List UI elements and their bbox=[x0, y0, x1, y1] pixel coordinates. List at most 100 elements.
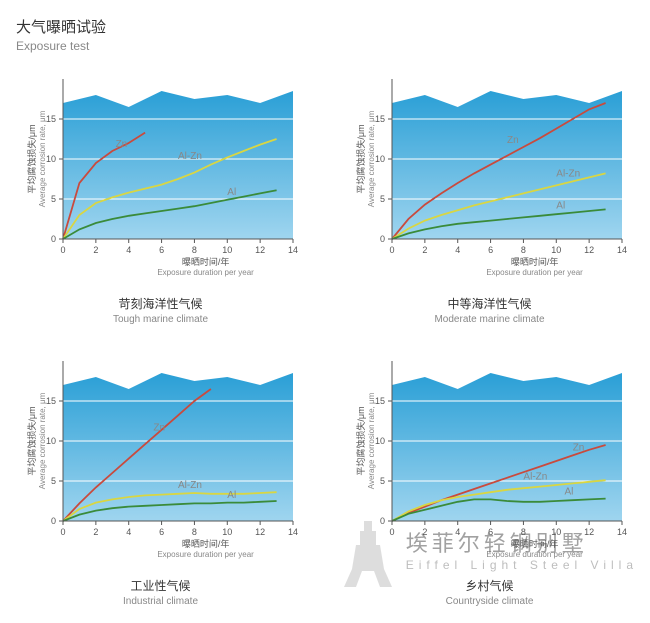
x-tick-label: 10 bbox=[551, 527, 561, 537]
y-tick-label: 0 bbox=[379, 234, 384, 244]
y-tick-label: 15 bbox=[45, 114, 55, 124]
x-tick-label: 14 bbox=[616, 245, 626, 255]
series-label-Al: Al bbox=[227, 187, 236, 198]
y-tick-label: 0 bbox=[50, 234, 55, 244]
x-tick-label: 4 bbox=[126, 245, 131, 255]
charts-grid: ZnAl-ZnAl02468101214051015曝晒时间/年Exposure… bbox=[16, 71, 634, 607]
x-tick-label: 12 bbox=[584, 245, 594, 255]
series-label-Al: Al bbox=[564, 487, 573, 498]
x-tick-label: 8 bbox=[520, 527, 525, 537]
x-tick-label: 14 bbox=[616, 527, 626, 537]
x-tick-label: 4 bbox=[455, 245, 460, 255]
x-tick-label: 12 bbox=[584, 527, 594, 537]
y-axis-title-en: Average corrosion rate, μm bbox=[38, 392, 47, 489]
y-tick-label: 10 bbox=[374, 154, 384, 164]
x-tick-label: 0 bbox=[389, 527, 394, 537]
chart-bg-region bbox=[392, 91, 622, 239]
x-tick-label: 14 bbox=[287, 527, 297, 537]
series-label-Al-Zn: Al-Zn bbox=[556, 169, 580, 180]
series-label-Zn: Zn bbox=[572, 443, 584, 454]
series-label-Al-Zn: Al-Zn bbox=[523, 471, 547, 482]
x-axis-title-cn: 曝晒时间/年 bbox=[181, 256, 229, 267]
x-tick-label: 10 bbox=[222, 245, 232, 255]
x-tick-label: 2 bbox=[93, 527, 98, 537]
y-axis-title-en: Average corrosion rate, μm bbox=[367, 110, 376, 207]
x-axis-title-en: Exposure duration per year bbox=[486, 268, 583, 277]
x-tick-label: 12 bbox=[255, 245, 265, 255]
x-tick-label: 8 bbox=[520, 245, 525, 255]
caption-cn: 乡村气候 bbox=[465, 577, 513, 594]
series-label-Zn: Zn bbox=[115, 139, 127, 150]
x-tick-label: 0 bbox=[60, 527, 65, 537]
y-axis-title-cn: 平均腐蚀损失/μm bbox=[26, 124, 37, 193]
x-tick-label: 0 bbox=[389, 245, 394, 255]
x-tick-label: 8 bbox=[191, 245, 196, 255]
page-title-en: Exposure test bbox=[16, 39, 634, 53]
x-tick-label: 12 bbox=[255, 527, 265, 537]
y-axis-title-cn: 平均腐蚀损失/μm bbox=[26, 406, 37, 475]
chart-tough: Zn Al-Zn Al 0 2 4 6 8 10 12 14 0 5 10 15 曝晒时间/年Exposure… bbox=[21, 71, 301, 281]
y-tick-label: 5 bbox=[379, 476, 384, 486]
x-tick-label: 8 bbox=[191, 527, 196, 537]
series-label-Al-Zn: Al-Zn bbox=[178, 480, 202, 491]
chart-wrap: ZnAl-ZnAl02468101214051015曝晒时间/年Exposure… bbox=[21, 353, 301, 563]
x-tick-label: 2 bbox=[422, 527, 427, 537]
y-tick-label: 10 bbox=[45, 154, 55, 164]
chart-bg-region bbox=[63, 373, 293, 521]
caption-en: Countryside climate bbox=[446, 596, 534, 607]
series-label-Zn: Zn bbox=[153, 423, 165, 434]
x-tick-label: 10 bbox=[551, 245, 561, 255]
panel-tough: Zn Al-Zn Al 0 2 4 6 8 10 12 14 0 5 10 15 曝晒时间/年Exposure… bbox=[16, 71, 305, 325]
x-tick-label: 6 bbox=[488, 527, 493, 537]
x-tick-label: 2 bbox=[422, 245, 427, 255]
x-tick-label: 4 bbox=[126, 527, 131, 537]
y-tick-label: 0 bbox=[379, 516, 384, 526]
caption-cn: 工业性气候 bbox=[130, 577, 190, 594]
y-tick-label: 15 bbox=[374, 114, 384, 124]
x-axis-title-cn: 曝晒时间/年 bbox=[510, 256, 558, 267]
caption-cn: 中等海洋性气候 bbox=[447, 295, 531, 312]
y-axis-title-cn: 平均腐蚀损失/μm bbox=[355, 406, 366, 475]
caption-en: Industrial climate bbox=[123, 596, 198, 607]
panel-moderate: Zn Al-Zn Al 0 2 4 6 8 10 12 14 0 5 10 15 曝晒时间/年Exposure… bbox=[345, 71, 634, 325]
chart-moderate: Zn Al-Zn Al 0 2 4 6 8 10 12 14 0 5 10 15 曝晒时间/年Exposure… bbox=[350, 71, 630, 281]
caption-en: Moderate marine climate bbox=[434, 314, 544, 325]
series-label-Zn: Zn bbox=[507, 135, 519, 146]
x-tick-label: 6 bbox=[159, 245, 164, 255]
caption-cn: 苛刻海洋性气候 bbox=[118, 295, 202, 312]
x-axis-title-cn: 曝晒时间/年 bbox=[510, 538, 558, 549]
x-axis-title-en: Exposure duration per year bbox=[157, 268, 254, 277]
y-axis-title-en: Average corrosion rate, μm bbox=[38, 110, 47, 207]
y-axis-title-cn: 平均腐蚀损失/μm bbox=[355, 124, 366, 193]
x-tick-label: 4 bbox=[455, 527, 460, 537]
series-label-Al-Zn: Al-Zn bbox=[178, 151, 202, 162]
y-tick-label: 5 bbox=[379, 194, 384, 204]
series-label-Al: Al bbox=[227, 490, 236, 501]
y-tick-label: 5 bbox=[50, 194, 55, 204]
y-tick-label: 15 bbox=[45, 396, 55, 406]
y-tick-label: 10 bbox=[374, 436, 384, 446]
panel-countryside: Zn Al-Zn Al 0 2 4 6 8 10 12 14 0 5 10 15 曝晒时间/年Exposure… bbox=[345, 353, 634, 607]
chart-countryside: Zn Al-Zn Al 0 2 4 6 8 10 12 14 0 5 10 15 曝晒时间/年Exposure… bbox=[350, 353, 630, 563]
y-tick-label: 5 bbox=[50, 476, 55, 486]
chart-bg-region bbox=[63, 91, 293, 239]
x-axis-title-en: Exposure duration per year bbox=[486, 550, 583, 559]
x-tick-label: 10 bbox=[222, 527, 232, 537]
x-axis-title-en: Exposure duration per year bbox=[157, 550, 254, 559]
page-title-cn: 大气曝晒试验 bbox=[16, 16, 634, 37]
caption-en: Tough marine climate bbox=[113, 314, 208, 325]
x-tick-label: 6 bbox=[488, 245, 493, 255]
y-tick-label: 15 bbox=[374, 396, 384, 406]
x-tick-label: 14 bbox=[287, 245, 297, 255]
chart-wrap: Zn Al-Zn Al 0 2 4 6 8 10 12 14 0 5 10 15 曝晒时间/年Exposure… bbox=[21, 71, 301, 281]
y-axis-title-en: Average corrosion rate, μm bbox=[367, 392, 376, 489]
x-tick-label: 0 bbox=[60, 245, 65, 255]
chart-wrap: Zn Al-Zn Al 0 2 4 6 8 10 12 14 0 5 10 15 曝晒时间/年Exposure… bbox=[350, 353, 630, 563]
chart-wrap: Zn Al-Zn Al 0 2 4 6 8 10 12 14 0 5 10 15 曝晒时间/年Exposure… bbox=[350, 71, 630, 281]
series-label-Al: Al bbox=[556, 201, 565, 212]
y-tick-label: 0 bbox=[50, 516, 55, 526]
x-tick-label: 2 bbox=[93, 245, 98, 255]
panel-industrial: ZnAl-ZnAl02468101214051015曝晒时间/年Exposure… bbox=[16, 353, 305, 607]
x-tick-label: 6 bbox=[159, 527, 164, 537]
y-tick-label: 10 bbox=[45, 436, 55, 446]
